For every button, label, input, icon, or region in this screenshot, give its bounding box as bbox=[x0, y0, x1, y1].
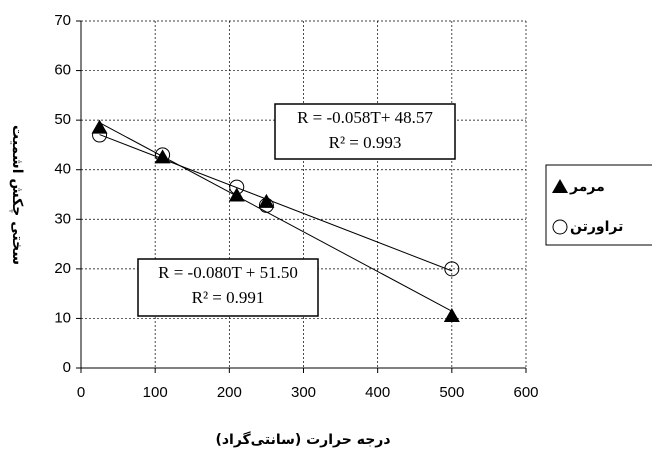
legend-label: تراورتن bbox=[570, 219, 623, 235]
point bbox=[443, 307, 460, 322]
point bbox=[91, 119, 108, 134]
annotation-box bbox=[137, 258, 319, 317]
point bbox=[444, 261, 460, 277]
y-axis-title: سختی چکش اشمیت bbox=[9, 125, 25, 265]
y-tick-label: 20 bbox=[54, 260, 71, 277]
x-tick-label: 600 bbox=[513, 384, 538, 401]
point bbox=[154, 149, 171, 164]
annotation-text: R² = 0.991 bbox=[192, 288, 265, 307]
y-tick-label: 50 bbox=[54, 111, 71, 128]
x-tick-label: 100 bbox=[143, 384, 168, 401]
y-tick-label: 70 bbox=[54, 12, 71, 29]
point bbox=[92, 127, 108, 143]
point bbox=[229, 179, 245, 195]
point bbox=[155, 147, 171, 163]
y-tick-label: 60 bbox=[54, 62, 71, 79]
annotation-text: R² = 0.993 bbox=[329, 133, 402, 152]
annotation-text: R = -0.058T+ 48.57 bbox=[297, 108, 433, 127]
legend-marker bbox=[552, 219, 568, 235]
x-tick-label: 400 bbox=[365, 384, 390, 401]
x-tick-label: 300 bbox=[291, 384, 316, 401]
legend-marker bbox=[552, 179, 568, 193]
y-tick-label: 40 bbox=[54, 161, 71, 178]
legend-label: مرمر bbox=[569, 179, 605, 195]
point bbox=[258, 197, 274, 213]
y-tick-label: 10 bbox=[54, 309, 71, 326]
y-tick-label: 0 bbox=[63, 359, 71, 376]
point bbox=[258, 193, 275, 208]
annotation-box bbox=[274, 103, 456, 160]
x-tick-label: 0 bbox=[77, 384, 85, 401]
legend-box bbox=[545, 164, 652, 246]
x-tick-label: 200 bbox=[217, 384, 242, 401]
y-tick-label: 30 bbox=[54, 210, 71, 227]
trend-line bbox=[99, 122, 453, 312]
x-tick-label: 500 bbox=[439, 384, 464, 401]
x-axis-title: درجه حرارت (سانتی‌گراد) bbox=[215, 431, 390, 448]
annotation-text: R = -0.080T + 51.50 bbox=[158, 263, 298, 282]
